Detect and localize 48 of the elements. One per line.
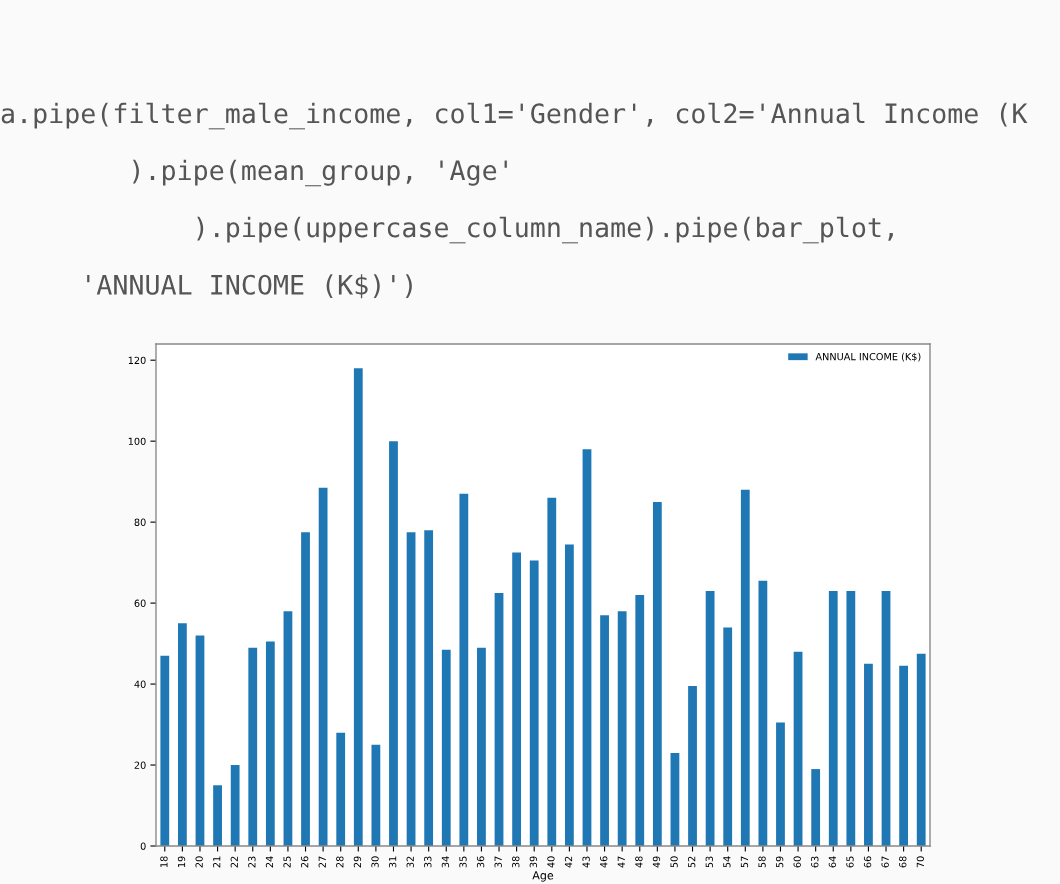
- bar: [529, 560, 539, 846]
- bar: [793, 651, 803, 846]
- text: a.pipe(filter_male_income, col1='Gender', col2='Annual Income (K: [1, 102, 1028, 130]
- bar: [582, 449, 592, 846]
- bar: [776, 722, 785, 846]
- bar: [353, 368, 363, 846]
- bar: [899, 665, 909, 846]
- bar: [406, 532, 416, 846]
- bar: [723, 627, 733, 846]
- bar: [600, 615, 609, 846]
- bar: [177, 623, 187, 846]
- bar: [213, 785, 222, 846]
- bar: [617, 611, 627, 846]
- bar: [230, 765, 240, 846]
- bar: [864, 663, 873, 846]
- text: 'ANNUAL INCOME (K$)'): [87, 274, 412, 299]
- bar: [494, 592, 504, 846]
- bar: [424, 530, 434, 846]
- bar: [301, 532, 310, 846]
- bar: [758, 580, 768, 846]
- bar: [564, 544, 574, 846]
- bar: [389, 441, 398, 846]
- bar: [670, 752, 680, 846]
- bar: [740, 489, 750, 846]
- bar: [705, 590, 715, 846]
- bar: [441, 649, 451, 846]
- bar: [547, 497, 557, 846]
- bar: [512, 552, 522, 846]
- bar: [336, 732, 346, 846]
- bar: [477, 647, 486, 846]
- bar: [318, 487, 328, 846]
- text: ).pipe(uppercase_column_name).pipe(bar_plot,: [197, 216, 893, 244]
- bar: [811, 769, 821, 846]
- bar: [652, 501, 662, 846]
- bar: [635, 595, 645, 846]
- bar: [688, 686, 697, 846]
- bar: [160, 655, 170, 846]
- bar: [371, 744, 381, 846]
- bar: [248, 647, 258, 846]
- bar: [283, 611, 293, 846]
- bar: [459, 493, 469, 846]
- bar: [195, 635, 205, 846]
- bar: [265, 641, 275, 846]
- bar: [846, 590, 856, 846]
- bar: [881, 590, 891, 846]
- text: ).pipe(mean_group, 'Age': [132, 159, 507, 187]
- bar: [828, 590, 838, 846]
- bar: [916, 653, 926, 846]
